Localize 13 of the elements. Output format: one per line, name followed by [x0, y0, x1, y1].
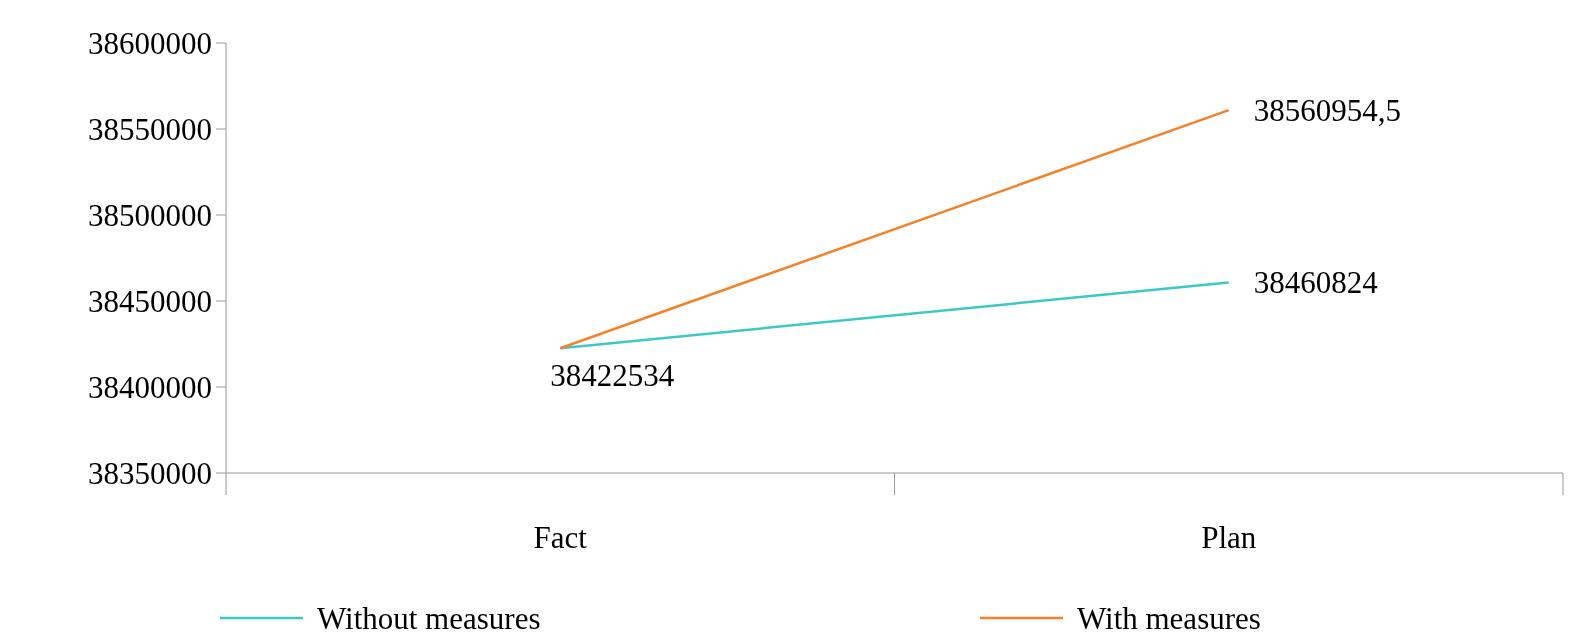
legend-label: With measures [1077, 600, 1261, 634]
data-label: 38422534 [550, 358, 675, 394]
y-tick-label: 38500000 [88, 197, 212, 233]
y-tick-label: 38550000 [88, 111, 212, 147]
y-tick-label: 38350000 [88, 455, 212, 491]
legend-label: Without measures [317, 600, 541, 634]
y-tick-label: 38450000 [88, 283, 212, 319]
x-tick-label: Fact [533, 520, 588, 555]
data-label: 38460824 [1253, 265, 1379, 301]
x-tick-label: Plan [1201, 520, 1257, 555]
y-tick-label: 38400000 [88, 369, 212, 405]
data-label: 38560954,5 [1253, 93, 1401, 129]
y-tick-label: 38600000 [88, 25, 212, 61]
